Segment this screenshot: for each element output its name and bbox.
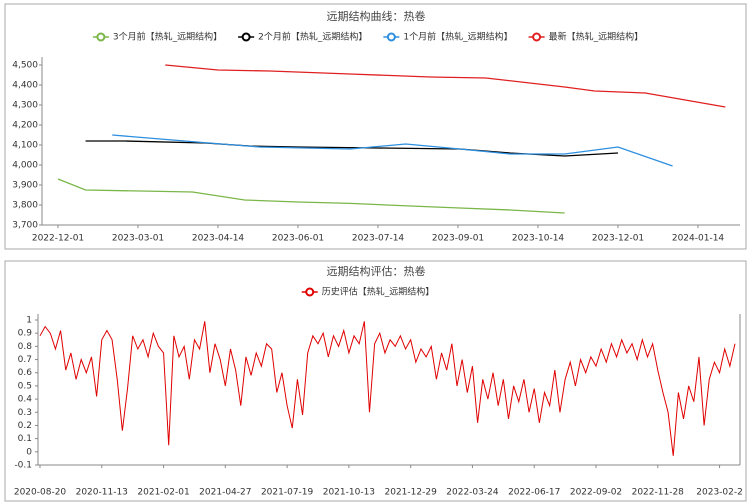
legend-label: 历史评估【热轧_远期结构】 (322, 286, 435, 298)
legend-label: 3个月前【热轧_远期结构】 (113, 31, 222, 43)
x-tick-label: 2023-04-14 (192, 234, 245, 244)
y-tick-label: 4,200 (12, 121, 38, 131)
legend-label: 最新【热轧_远期结构】 (549, 31, 644, 43)
series-line (112, 134, 673, 167)
y-tick-label: 3,800 (12, 201, 38, 211)
x-tick-label: 2021-02-01 (137, 488, 189, 498)
x-tick-label: 2022-12-01 (32, 234, 84, 244)
x-tick-label: 2022-06-17 (508, 488, 560, 498)
y-tick-label: -0.1 (14, 461, 32, 471)
y-tick-label: 0.5 (18, 381, 32, 391)
y-tick-label: 4,400 (12, 81, 38, 91)
x-tick-label: 2021-12-29 (385, 488, 438, 498)
legend-marker (241, 32, 251, 42)
y-tick-label: 3,900 (12, 181, 38, 191)
x-tick-label: 2023-12-01 (592, 234, 644, 244)
x-tick-label: 2024-01-14 (672, 234, 725, 244)
x-tick-label: 2021-04-27 (199, 488, 251, 498)
x-tick-label: 2023-07-14 (352, 234, 405, 244)
x-tick-label: 2020-11-13 (76, 488, 128, 498)
y-tick-label: 4,000 (12, 161, 38, 171)
x-tick-label: 2023-10-14 (512, 234, 565, 244)
y-tick-label: 0.7 (18, 355, 32, 365)
x-tick-label: 2021-10-13 (323, 488, 375, 498)
y-tick-label: 0.4 (18, 395, 33, 405)
y-tick-label: 0.2 (18, 421, 32, 431)
x-tick-label: 2023-02-2 (696, 488, 743, 498)
y-tick-label: 0.9 (18, 329, 33, 339)
y-tick-label: 0.1 (18, 434, 32, 444)
x-tick-label: 2022-09-02 (570, 488, 622, 498)
legend-label: 1个月前【热轧_远期结构】 (403, 31, 512, 43)
x-tick-label: 2023-06-01 (272, 234, 324, 244)
y-tick-label: 3,700 (12, 221, 38, 231)
chart-title: 远期结构评估：热卷 (327, 264, 426, 278)
y-tick-label: 4,500 (12, 61, 38, 71)
legend-marker (386, 32, 396, 42)
x-tick-label: 2023-09-01 (432, 234, 484, 244)
x-tick-label: 2020-08-20 (14, 488, 67, 498)
series-line (57, 178, 565, 214)
y-tick-label: 0.3 (18, 408, 32, 418)
y-tick-label: 0.6 (18, 368, 33, 378)
x-tick-label: 2021-07-19 (261, 488, 314, 498)
x-tick-label: 2023-03-01 (112, 234, 164, 244)
legend-marker (305, 287, 315, 297)
y-tick-label: 0.8 (18, 342, 33, 352)
legend-marker (96, 32, 106, 42)
chart-title: 远期结构曲线：热卷 (327, 9, 426, 23)
x-tick-label: 2022-11-28 (632, 488, 685, 498)
legend-label: 2个月前【热轧_远期结构】 (258, 31, 367, 43)
series-line (165, 64, 726, 108)
y-tick-label: 0 (26, 447, 32, 457)
panel-border (4, 3, 747, 250)
y-tick-label: 4,100 (12, 141, 38, 151)
y-tick-label: 1 (26, 316, 32, 326)
panel-border (4, 260, 747, 502)
legend-marker (532, 32, 542, 42)
series-line (39, 321, 736, 456)
x-tick-label: 2022-03-24 (446, 488, 499, 498)
y-tick-label: 4,300 (12, 101, 38, 111)
